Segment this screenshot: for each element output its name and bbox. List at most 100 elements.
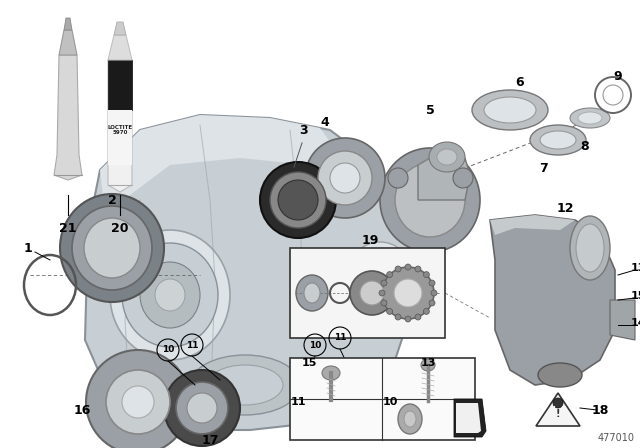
Polygon shape [59,30,77,55]
Ellipse shape [304,283,320,303]
Ellipse shape [106,370,170,434]
Ellipse shape [110,230,230,360]
Ellipse shape [164,370,240,446]
Ellipse shape [140,262,200,328]
Bar [290,358,475,440]
Ellipse shape [360,281,384,305]
Ellipse shape [395,163,465,237]
Text: 15: 15 [301,358,317,368]
Ellipse shape [60,194,164,302]
Circle shape [429,300,435,306]
Polygon shape [108,35,132,60]
Ellipse shape [570,108,610,128]
Ellipse shape [540,131,576,149]
Text: 14: 14 [630,318,640,328]
Circle shape [395,266,401,272]
Ellipse shape [84,218,140,278]
Polygon shape [610,300,635,340]
Text: 11: 11 [291,397,306,407]
Circle shape [424,308,429,314]
Text: 7: 7 [539,161,547,175]
Text: 4: 4 [321,116,330,129]
Text: 17: 17 [201,434,219,447]
Polygon shape [85,115,410,430]
Ellipse shape [404,411,416,427]
Circle shape [387,308,392,314]
Text: 13: 13 [630,263,640,273]
Ellipse shape [350,242,410,298]
Ellipse shape [360,252,400,288]
Polygon shape [418,152,465,165]
Ellipse shape [190,355,300,415]
Text: 10: 10 [309,340,321,349]
Text: 6: 6 [516,76,524,89]
Text: 12: 12 [556,202,573,215]
Ellipse shape [176,382,228,434]
Polygon shape [456,403,481,433]
Circle shape [429,280,435,286]
Text: 13: 13 [420,358,436,368]
Circle shape [405,264,411,270]
Text: 19: 19 [362,233,379,246]
Polygon shape [100,115,340,240]
Polygon shape [418,152,470,200]
Circle shape [395,314,401,320]
Text: 8: 8 [580,139,589,152]
Polygon shape [108,60,132,192]
Ellipse shape [382,267,434,319]
Text: 477010: 477010 [598,433,635,443]
Text: 18: 18 [591,404,609,417]
Ellipse shape [305,138,385,218]
Ellipse shape [260,162,336,238]
Circle shape [379,290,385,296]
Circle shape [431,290,437,296]
Ellipse shape [187,393,217,423]
Polygon shape [108,60,132,110]
Ellipse shape [437,149,457,165]
Ellipse shape [296,275,328,311]
Ellipse shape [394,279,422,307]
Ellipse shape [538,363,582,387]
Ellipse shape [578,112,602,124]
Text: 2: 2 [108,194,116,207]
Text: 9: 9 [614,70,622,83]
Ellipse shape [278,180,318,220]
Polygon shape [108,110,132,165]
Text: 10: 10 [162,345,174,354]
Ellipse shape [122,243,218,347]
Circle shape [415,266,421,272]
Ellipse shape [453,168,473,188]
Ellipse shape [398,404,422,434]
Text: 21: 21 [60,221,77,234]
Ellipse shape [576,224,604,272]
Polygon shape [54,55,82,180]
Text: 1: 1 [24,241,33,254]
Bar [290,248,445,338]
Ellipse shape [570,216,610,280]
Ellipse shape [122,386,154,418]
Ellipse shape [388,168,408,188]
Ellipse shape [86,350,190,448]
Ellipse shape [330,163,360,193]
Circle shape [405,316,411,322]
Polygon shape [114,22,126,35]
Ellipse shape [350,271,394,315]
Polygon shape [490,215,615,385]
Polygon shape [536,393,580,426]
Text: !: ! [556,409,560,419]
Ellipse shape [472,90,548,130]
Ellipse shape [553,398,563,408]
Ellipse shape [429,142,465,172]
Text: 10: 10 [382,397,397,407]
Ellipse shape [322,366,340,380]
Ellipse shape [155,279,185,311]
Ellipse shape [380,148,480,252]
Text: 20: 20 [111,221,129,234]
Circle shape [381,300,387,306]
Ellipse shape [72,206,152,290]
Circle shape [424,271,429,278]
Ellipse shape [318,151,372,205]
Ellipse shape [530,125,586,155]
Text: 16: 16 [74,404,91,417]
Text: 11: 11 [333,333,346,343]
